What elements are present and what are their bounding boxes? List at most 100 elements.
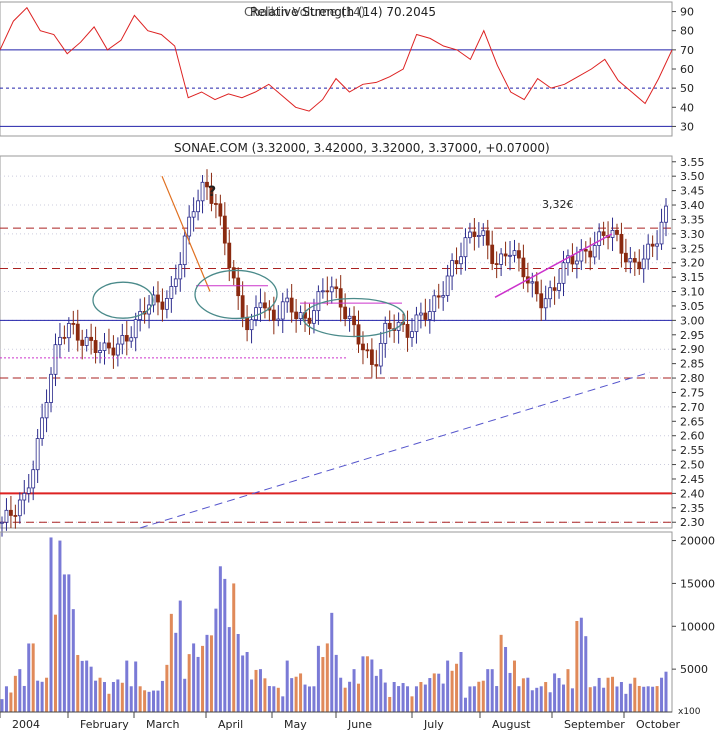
candle-body [445,275,450,296]
price-tick-label: 2.40 [680,487,705,500]
question-annotation: ? [208,184,216,200]
volume-bar [566,669,570,712]
volume-bar [374,675,378,712]
volume-bar [468,686,472,712]
volume-bar [312,686,316,712]
price-tick-label: 2.65 [680,415,705,428]
candle-body [329,286,334,293]
volume-bar [365,656,369,712]
candle-body [31,469,36,489]
candle-body [530,281,535,284]
rsi-series-line [0,6,673,112]
candle-body [169,286,174,299]
rsi-tick-label: 40 [680,101,694,114]
volume-bar [107,693,111,712]
volume-bar [22,685,26,712]
volume-bar [187,654,191,712]
volume-bar [223,578,227,712]
volume-tick-label: 10000 [680,620,715,633]
candle-body [418,312,423,316]
pattern-ellipse [194,269,278,320]
candle-body [628,258,633,263]
candle-body [414,314,419,333]
candle-body [4,509,9,523]
candle-body [352,315,356,326]
month-label: March [146,718,180,731]
volume-bar [383,682,387,712]
candle-body [512,250,517,256]
volume-bar [602,687,606,712]
volume-bar [414,686,418,712]
volume-bar [651,686,655,712]
volume-bar [4,686,8,712]
volume-bar [272,686,276,712]
volume-bar [178,600,182,712]
volume-bar [619,682,623,712]
candle-body [254,307,258,321]
volume-bar [401,683,405,712]
volume-bar [290,678,294,712]
candle-body [124,335,129,342]
price-tick-label: 2.60 [680,430,705,443]
price-tick-label: 2.75 [680,386,705,399]
candle-body [405,323,410,338]
overlay-title: Chaikin Volume (14) [244,5,365,19]
volume-bar [156,690,160,712]
volume-bar [339,677,343,712]
volume-bar [27,643,31,712]
level-annotation: 3,32€ [542,198,574,211]
price-tick-label: 2.55 [680,444,705,457]
volume-bar [352,669,356,712]
volume-bar [419,682,423,712]
candle-body [432,295,437,312]
candle-body [164,298,169,310]
candle-body [102,342,107,351]
candle-body [120,335,125,345]
candle-body [365,349,370,352]
candle-body [218,203,223,217]
volume-bar [294,676,298,712]
candle-body [160,301,165,310]
candle-body [369,349,374,365]
volume-bar [316,645,320,712]
price-frame [0,155,673,529]
price-tick-label: 3.50 [680,170,705,183]
rsi-tick-label: 30 [680,120,694,133]
price-tick-label: 3.00 [680,314,705,327]
candle-body [249,319,254,331]
volume-bar [615,686,619,712]
volume-bar [227,627,231,712]
candle-body [472,231,477,237]
volume-bar [562,684,566,712]
candle-body [463,237,468,258]
candle-body [552,287,557,291]
candle-body [89,336,94,341]
volume-bar [0,699,4,712]
volume-bar [463,697,467,712]
volume-bar [71,609,75,712]
rsi-panel: 30 40 50 60 70 80 90 [0,1,694,137]
candle-body [503,253,508,257]
volume-unit-label: x100 [678,707,701,717]
volume-bar [548,692,552,712]
volume-bar [250,679,254,712]
price-tick-label: 3.55 [680,156,705,169]
rsi-tick-label: 70 [680,44,694,57]
volume-bar [62,574,66,712]
volume-bar [53,614,57,712]
volume-bar [606,677,610,712]
candle-body [543,298,548,309]
volume-bar [508,672,512,712]
price-tick-label: 2.50 [680,459,705,472]
candle-body [9,509,13,516]
volume-bar [31,643,35,712]
price-tick-label: 2.70 [680,401,705,414]
volume-bar [138,686,142,712]
candle-body [0,521,4,524]
candle-body [231,267,236,279]
volume-bar [348,681,352,712]
candle-body [276,318,281,321]
month-label: February [80,718,129,731]
volume-bar [410,696,414,712]
volume-bar [570,688,574,712]
